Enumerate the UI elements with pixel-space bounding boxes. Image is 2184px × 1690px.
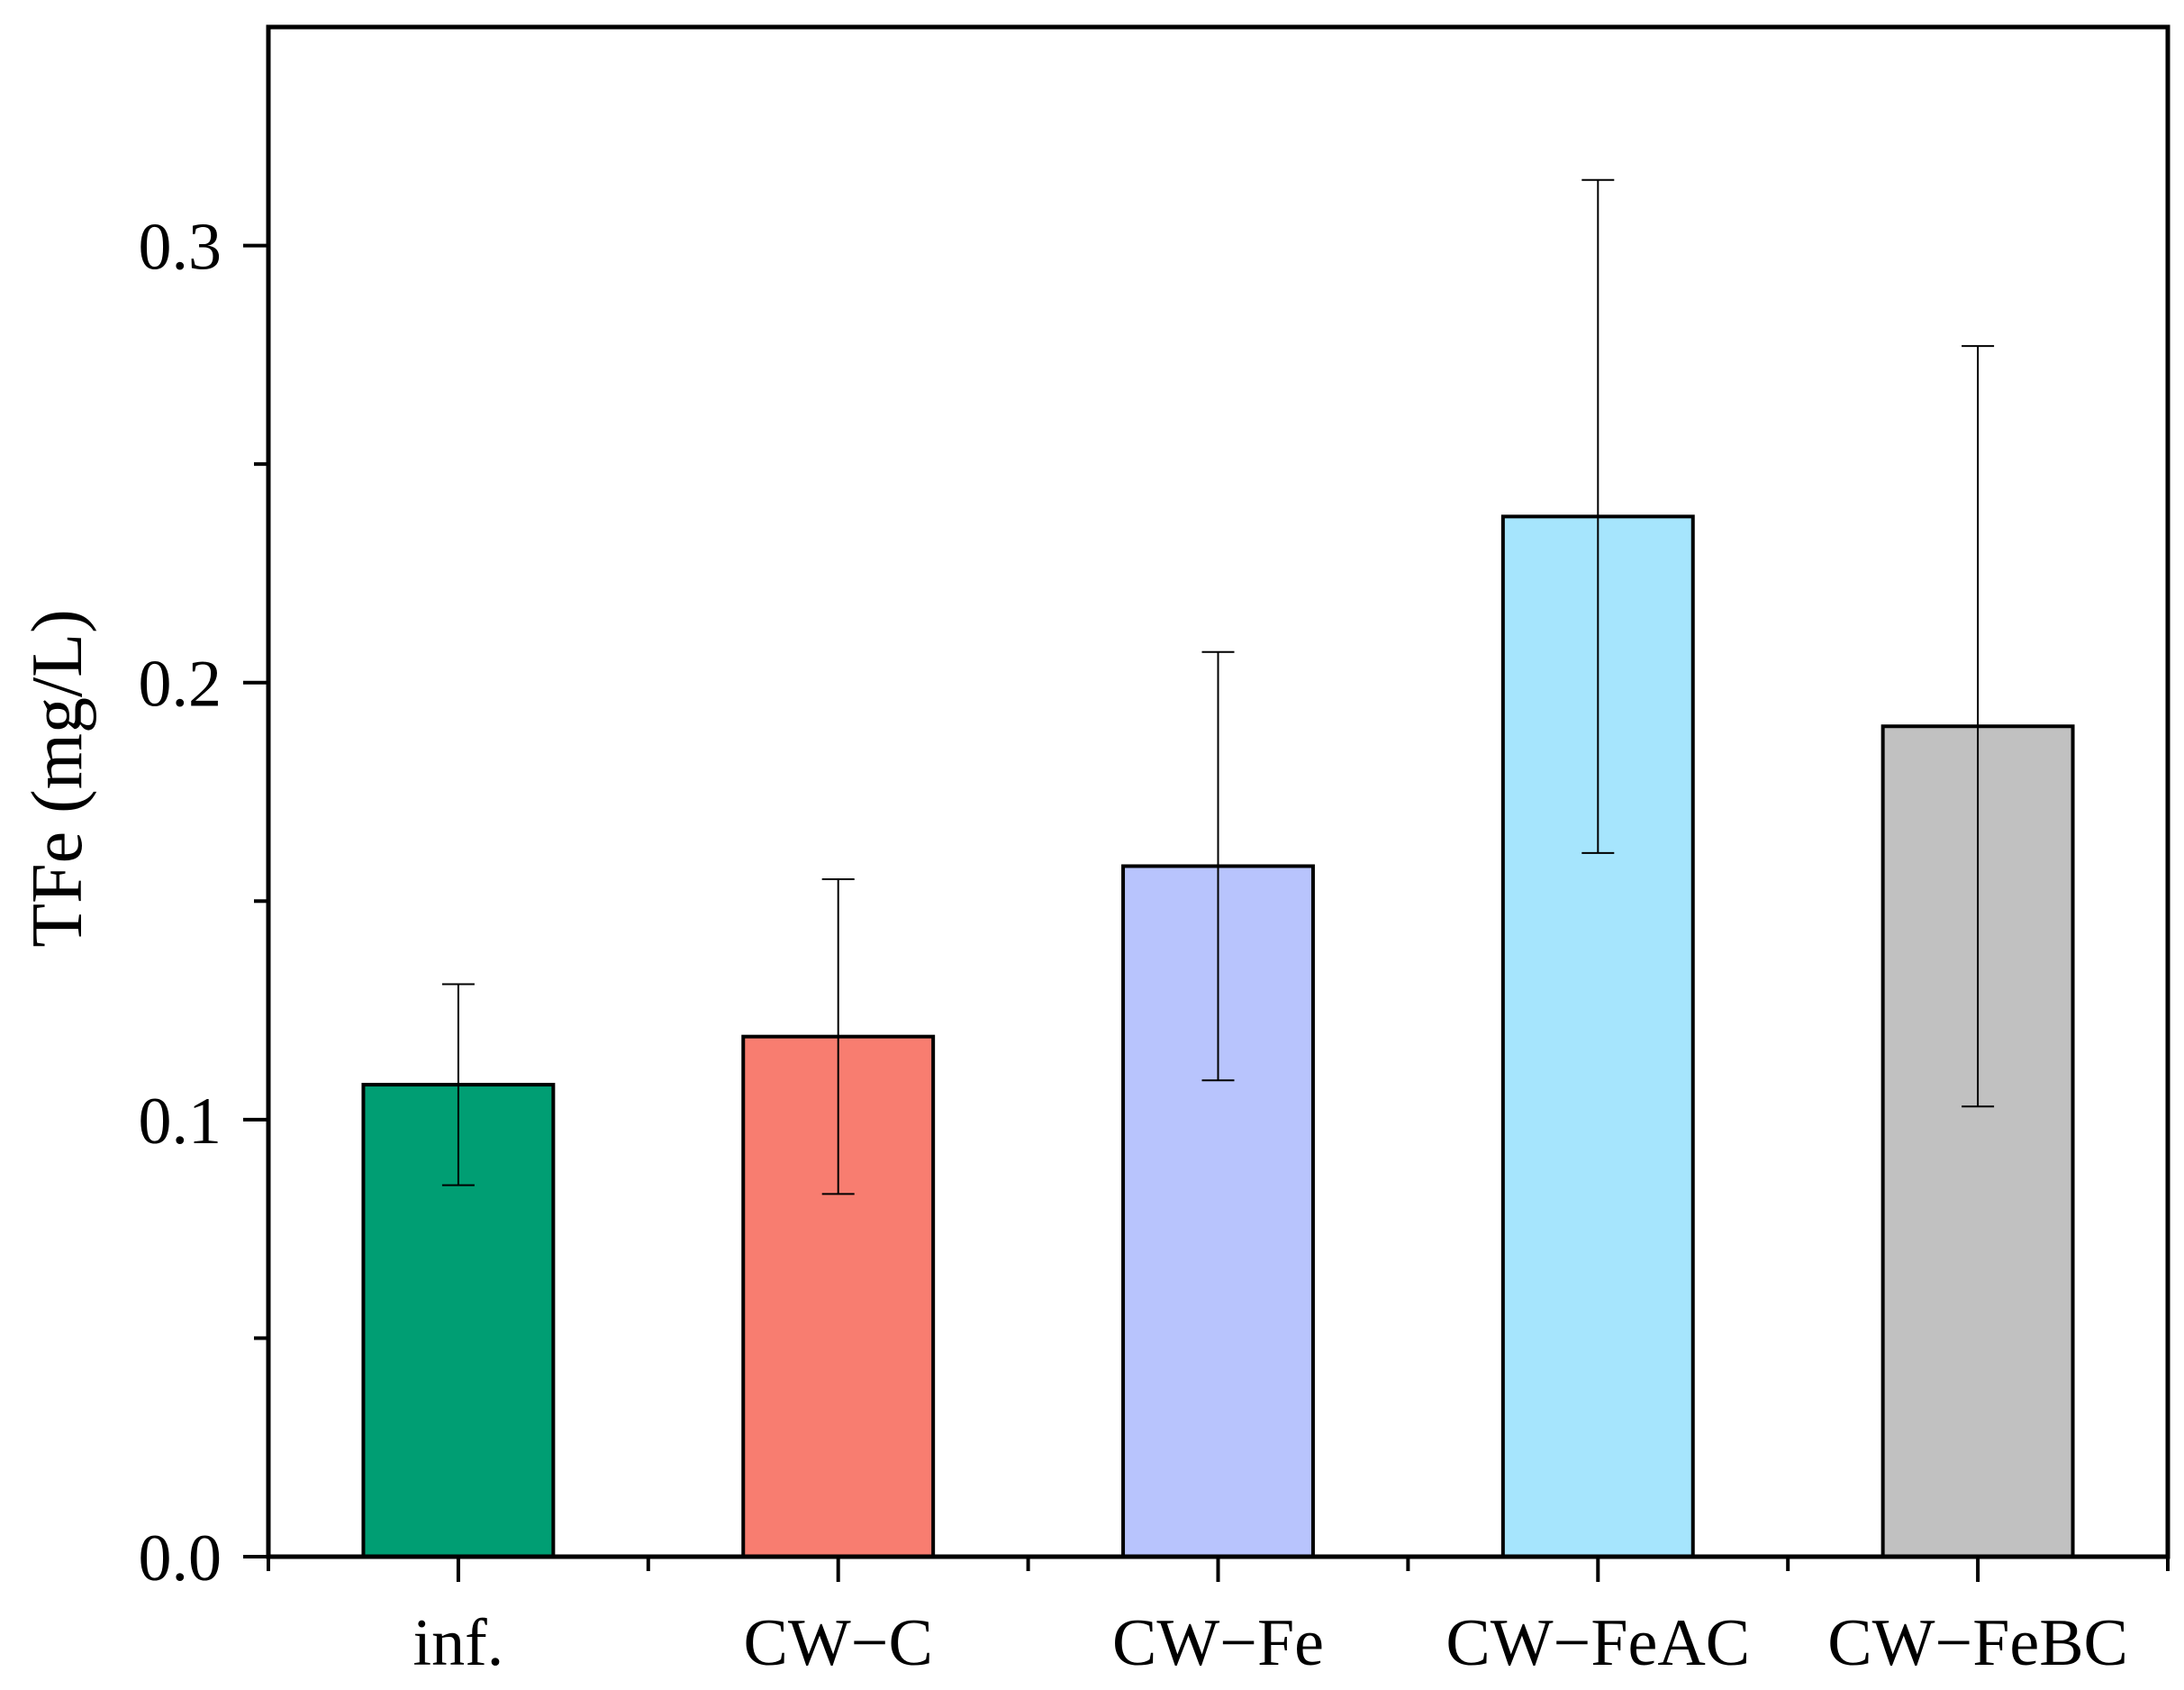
x-tick-label-4: CW−FeBC: [1827, 1606, 2128, 1680]
y-tick-label-2: 0.2: [139, 648, 222, 722]
y-tick-label-3: 0.3: [139, 211, 222, 285]
y-axis: 0.0 0.1 0.2 0.3: [139, 211, 268, 1595]
y-axis-title: TFe (mg/L): [18, 609, 97, 947]
error-bars-layer: [441, 178, 1995, 1195]
x-tick-label-2: CW−Fe: [1112, 1606, 1324, 1680]
y-tick-label-0: 0.0: [139, 1522, 222, 1595]
y-tick-label-1: 0.1: [139, 1085, 222, 1158]
x-tick-label-3: CW−FeAC: [1445, 1606, 1750, 1680]
x-tick-label-0: inf.: [413, 1606, 504, 1680]
x-axis: inf. CW−C CW−Fe CW−FeAC CW−FeBC: [267, 1557, 2170, 1680]
x-tick-label-1: CW−C: [744, 1606, 933, 1680]
